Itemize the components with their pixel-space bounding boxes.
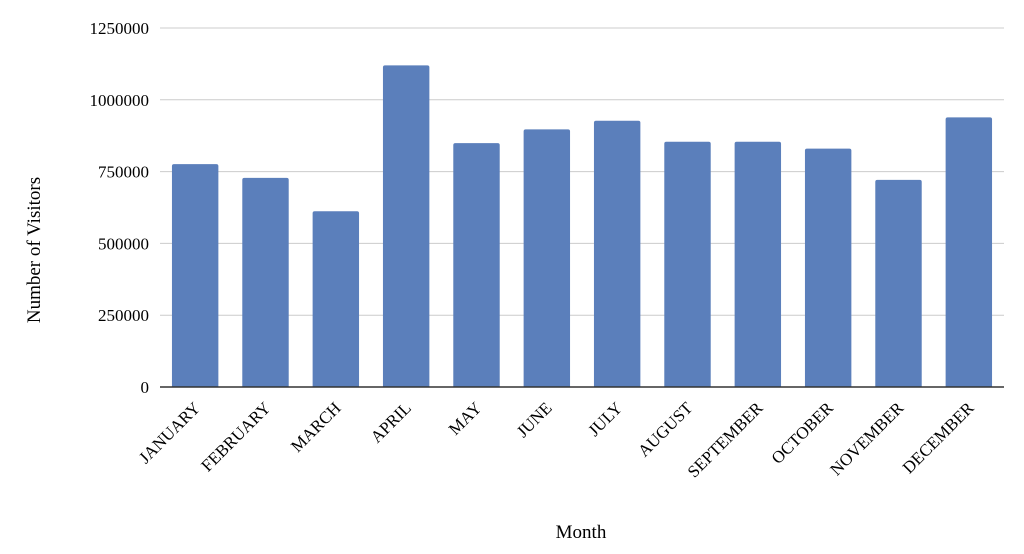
bar-january (171, 164, 219, 387)
y-tick-label: 1000000 (90, 91, 150, 110)
y-tick-label: 250000 (98, 306, 149, 325)
bar-november (875, 179, 922, 387)
grid-lines (160, 27, 1004, 316)
bar-february (242, 177, 289, 387)
y-tick-label: 1250000 (90, 19, 150, 38)
y-axis-ticks: 0 250000 500000 750000 1000000 1250000 (90, 19, 150, 397)
bar-may (453, 143, 500, 387)
bars (171, 65, 993, 388)
x-tick-label: FEBRUARY (197, 398, 274, 475)
y-axis-title: Number of Visitors (24, 177, 45, 323)
bar-december (945, 117, 993, 387)
x-tick-label: MARCH (287, 398, 345, 456)
x-tick-label: MAY (445, 398, 485, 438)
y-tick-label: 500000 (98, 234, 149, 253)
bar-july (593, 120, 641, 388)
bar-october (804, 148, 852, 387)
x-axis-title: Month (556, 522, 607, 543)
y-tick-label: 750000 (98, 163, 149, 182)
bar-april (382, 65, 430, 387)
x-tick-label: OCTOBER (768, 398, 838, 468)
x-tick-label: APRIL (367, 398, 415, 446)
x-tick-label: JUNE (513, 398, 556, 441)
bar-june (523, 129, 571, 388)
bar-september (734, 141, 782, 387)
x-tick-label: SEPTEMBER (684, 398, 767, 481)
bar-august (664, 141, 711, 387)
x-tick-label: JULY (584, 398, 626, 440)
x-tick-label: DECEMBER (899, 398, 978, 477)
x-tick-label: AUGUST (634, 398, 697, 461)
bar-march (312, 211, 360, 387)
y-tick-label: 0 (141, 378, 150, 397)
x-tick-label: JANUARY (135, 398, 204, 467)
x-tick-label: NOVEMBER (826, 398, 907, 479)
